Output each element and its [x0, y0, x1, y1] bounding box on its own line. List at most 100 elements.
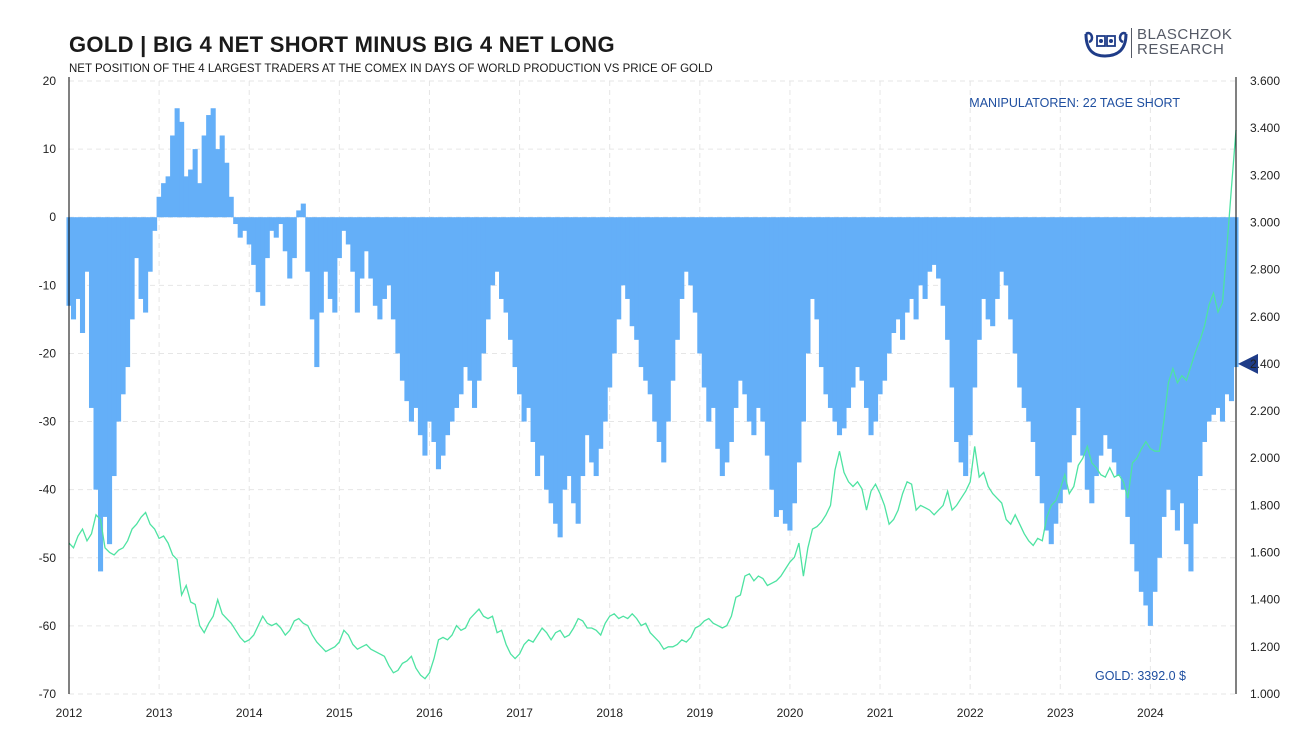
net-position-bar [1012, 217, 1018, 354]
net-position-bar [1120, 217, 1126, 490]
net-position-bar [1030, 217, 1036, 442]
net-position-bar [129, 217, 135, 320]
net-position-bar [318, 217, 324, 313]
net-position-bar [453, 217, 460, 408]
net-position-bar [1192, 217, 1198, 524]
net-position-bar [566, 217, 572, 477]
net-position-bar [188, 169, 194, 218]
net-position-bar [323, 217, 329, 272]
net-position-bar [93, 217, 99, 490]
net-position-bar [296, 210, 302, 218]
net-position-bar [228, 196, 234, 218]
net-position-bar [444, 217, 451, 436]
net-position-bar [629, 217, 635, 327]
net-position-bar [755, 217, 761, 408]
net-position-bar [904, 217, 910, 313]
manipulators-annotation: MANIPULATOREN: 22 TAGE SHORT [969, 96, 1180, 110]
net-position-bar [431, 217, 437, 442]
net-position-bar [471, 217, 478, 408]
net-position-bar [945, 217, 951, 340]
net-position-bar [1129, 217, 1135, 545]
net-position-bar [435, 217, 442, 470]
net-position-bar [462, 217, 469, 368]
net-position-bar [1161, 217, 1167, 517]
net-position-bar [143, 217, 149, 313]
net-position-bar [701, 217, 707, 388]
net-position-bar [539, 217, 545, 456]
net-position-bar [336, 217, 342, 259]
net-position-bar [548, 217, 554, 504]
net-position-bar [773, 217, 779, 517]
net-position-bar [782, 217, 788, 524]
net-position-bar [571, 217, 577, 504]
net-position-bar [97, 217, 104, 572]
net-position-bar [1125, 217, 1131, 517]
x-tick-label: 2016 [416, 706, 443, 720]
net-position-bar [192, 149, 198, 218]
net-position-bar [990, 217, 996, 327]
net-position-bar [152, 217, 158, 231]
net-position-bar [679, 217, 685, 299]
net-position-bar [526, 217, 532, 408]
net-position-bar [161, 183, 167, 218]
net-position-bar [791, 217, 797, 504]
net-position-bar [503, 217, 509, 313]
net-position-bar [850, 217, 856, 388]
net-position-bar [1179, 217, 1185, 504]
net-position-bar [377, 217, 383, 320]
net-position-bar [404, 217, 410, 402]
net-position-bar [300, 203, 306, 218]
net-position-bar [242, 217, 248, 231]
net-position-bar [88, 217, 95, 408]
net-position-bar [494, 217, 500, 272]
net-position-bar [314, 217, 320, 368]
net-position-bar [125, 217, 131, 368]
logo-line-2: RESEARCH [1137, 41, 1225, 58]
net-position-bar [345, 217, 351, 245]
net-position-bar [999, 217, 1005, 272]
net-position-bar [521, 217, 527, 422]
net-position-bar [197, 183, 203, 218]
net-position-bar [900, 217, 906, 340]
net-position-bar [652, 217, 658, 422]
net-position-bar [1080, 217, 1086, 456]
net-position-bar [440, 217, 446, 456]
net-position-bar [111, 217, 117, 477]
net-position-bar [764, 217, 770, 456]
net-position-bar [769, 217, 775, 490]
net-position-bar [282, 217, 288, 252]
y-left-tick-label: 10 [43, 142, 57, 156]
y-right-tick-label: 1.800 [1250, 498, 1280, 512]
net-position-bar [742, 217, 748, 395]
net-position-bar [882, 217, 888, 381]
net-position-bar [602, 217, 608, 422]
net-position-bar [1224, 217, 1230, 395]
logo-divider [1131, 28, 1132, 58]
net-position-bar [341, 217, 347, 231]
net-position-bar [1066, 217, 1072, 463]
x-tick-label: 2017 [506, 706, 533, 720]
y-right-tick-label: 1.200 [1250, 640, 1280, 654]
net-position-bar [75, 217, 81, 299]
net-position-bar [170, 135, 176, 218]
net-position-bar [476, 217, 482, 381]
y-left-tick-label: -20 [39, 346, 57, 360]
x-tick-label: 2013 [146, 706, 173, 720]
net-position-bar [70, 217, 77, 320]
net-position-bar [778, 217, 784, 511]
net-position-bar [1143, 217, 1149, 606]
net-position-bar [206, 115, 212, 218]
net-position-bar [692, 217, 698, 313]
net-position-bar [499, 217, 505, 299]
net-position-bar [1201, 217, 1208, 442]
y-right-tick-label: 1.400 [1250, 593, 1280, 607]
net-position-bar [949, 217, 955, 388]
net-position-bar [922, 217, 928, 299]
net-position-bar [827, 217, 834, 408]
net-position-bar [706, 217, 712, 422]
net-position-bar [273, 217, 279, 238]
y-right-tick-label: 2.600 [1250, 310, 1280, 324]
net-position-bar [1152, 217, 1158, 592]
net-position-bar [697, 217, 703, 354]
net-position-bar [1165, 217, 1171, 490]
